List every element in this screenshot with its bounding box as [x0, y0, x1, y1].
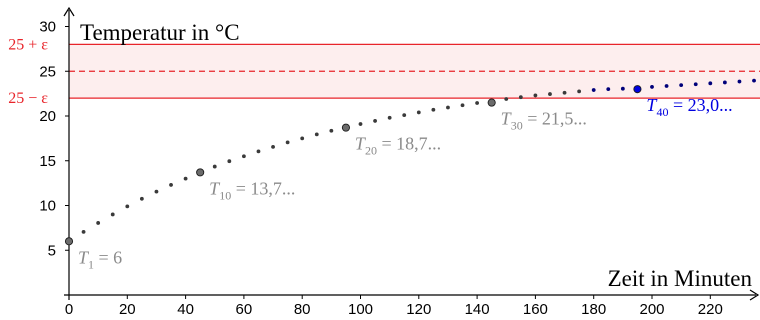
- data-point: [752, 78, 756, 83]
- x-tick-label: 100: [348, 301, 373, 318]
- data-point: [271, 144, 275, 149]
- data-point: [548, 92, 552, 96]
- data-point: [387, 115, 392, 120]
- point-annotation: T1 = 6: [78, 247, 122, 271]
- data-point: [227, 159, 232, 164]
- highlighted-point: [487, 98, 496, 107]
- data-point: [169, 183, 173, 187]
- data-point: [431, 107, 436, 112]
- data-point: [300, 136, 305, 141]
- tick-labels: 0 20 40 60 80 100 120 140 160 180 200 220 5 10 15 20 25 3…: [39, 19, 723, 319]
- x-tick-label: 180: [581, 301, 606, 318]
- highlighted-point: [64, 237, 74, 246]
- data-point: [475, 101, 479, 105]
- y-tick-label: 20: [39, 108, 56, 125]
- y-axis-title: Temperatur in °C: [80, 20, 240, 45]
- x-tick-label: 40: [177, 301, 194, 318]
- data-point: [81, 230, 86, 234]
- data-point: [125, 204, 130, 209]
- y-tick-label: 25: [39, 63, 56, 80]
- x-tick-label: 120: [406, 301, 431, 318]
- x-tick-label: 80: [294, 301, 311, 318]
- data-point: [242, 154, 246, 159]
- x-tick-label: 0: [65, 301, 73, 318]
- data-point: [154, 189, 159, 194]
- data-point: [577, 89, 582, 94]
- band-lower-label: 25 − ε: [8, 90, 48, 107]
- data-point: [722, 80, 727, 85]
- data-point: [518, 95, 523, 100]
- data-point: [256, 149, 261, 154]
- annotations: T1 = 6 T10 = 13,7... T20 = 18,7... T30 = 21…: [78, 95, 733, 271]
- data-point: [533, 93, 538, 98]
- x-tick-label: 20: [119, 301, 136, 318]
- data-point: [708, 81, 713, 86]
- y-tick-label: 30: [39, 19, 56, 36]
- data-point: [212, 164, 217, 169]
- point-annotation: T10 = 13,7...: [209, 178, 295, 202]
- point-annotation: T40 = 23,0...: [646, 95, 732, 119]
- data-point: [110, 212, 115, 217]
- data-point: [650, 85, 654, 89]
- data-point: [373, 119, 377, 123]
- data-point: [664, 84, 669, 88]
- highlighted-point: [196, 168, 205, 177]
- data-point: [562, 90, 567, 95]
- band-upper-label: 25 + ε: [8, 36, 48, 53]
- axes: Temperatur in °C Zeit in Minuten: [63, 6, 760, 301]
- data-point: [358, 122, 363, 126]
- point-annotation: T30 = 21,5...: [501, 109, 587, 133]
- highlighted-point: [633, 85, 642, 94]
- data-point: [504, 97, 509, 101]
- x-tick-label: 140: [465, 301, 490, 318]
- data-point: [96, 221, 101, 225]
- data-point: [620, 86, 625, 91]
- y-axis-arrow: [63, 6, 75, 17]
- data-point: [314, 132, 319, 137]
- x-axis-arrow: [749, 289, 760, 301]
- y-tick-label: 10: [39, 198, 56, 215]
- x-tick-label: 60: [236, 301, 253, 318]
- data-point: [285, 140, 290, 145]
- x-tick-label: 220: [698, 301, 723, 318]
- data-point: [606, 87, 611, 92]
- data-point: [446, 105, 450, 110]
- data-point: [693, 82, 698, 87]
- x-tick-label: 160: [523, 301, 548, 318]
- data-point: [460, 103, 465, 108]
- data-point: [679, 83, 684, 88]
- data-point: [183, 176, 188, 181]
- data-point: [416, 110, 421, 115]
- y-tick-label: 15: [39, 153, 56, 170]
- data-point: [591, 88, 596, 92]
- point-annotation: T20 = 18,7...: [355, 134, 441, 158]
- data-point: [402, 113, 407, 118]
- highlighted-point: [341, 123, 350, 132]
- x-tick-label: 200: [639, 301, 664, 318]
- data-point: [139, 196, 144, 201]
- y-tick-label: 5: [48, 242, 56, 259]
- data-point: [329, 128, 334, 133]
- epsilon-band: 25 + ε 25 − ε: [8, 36, 760, 107]
- data-points: [64, 78, 756, 246]
- data-point: [737, 79, 742, 84]
- x-axis-title: Zeit in Minuten: [608, 266, 753, 291]
